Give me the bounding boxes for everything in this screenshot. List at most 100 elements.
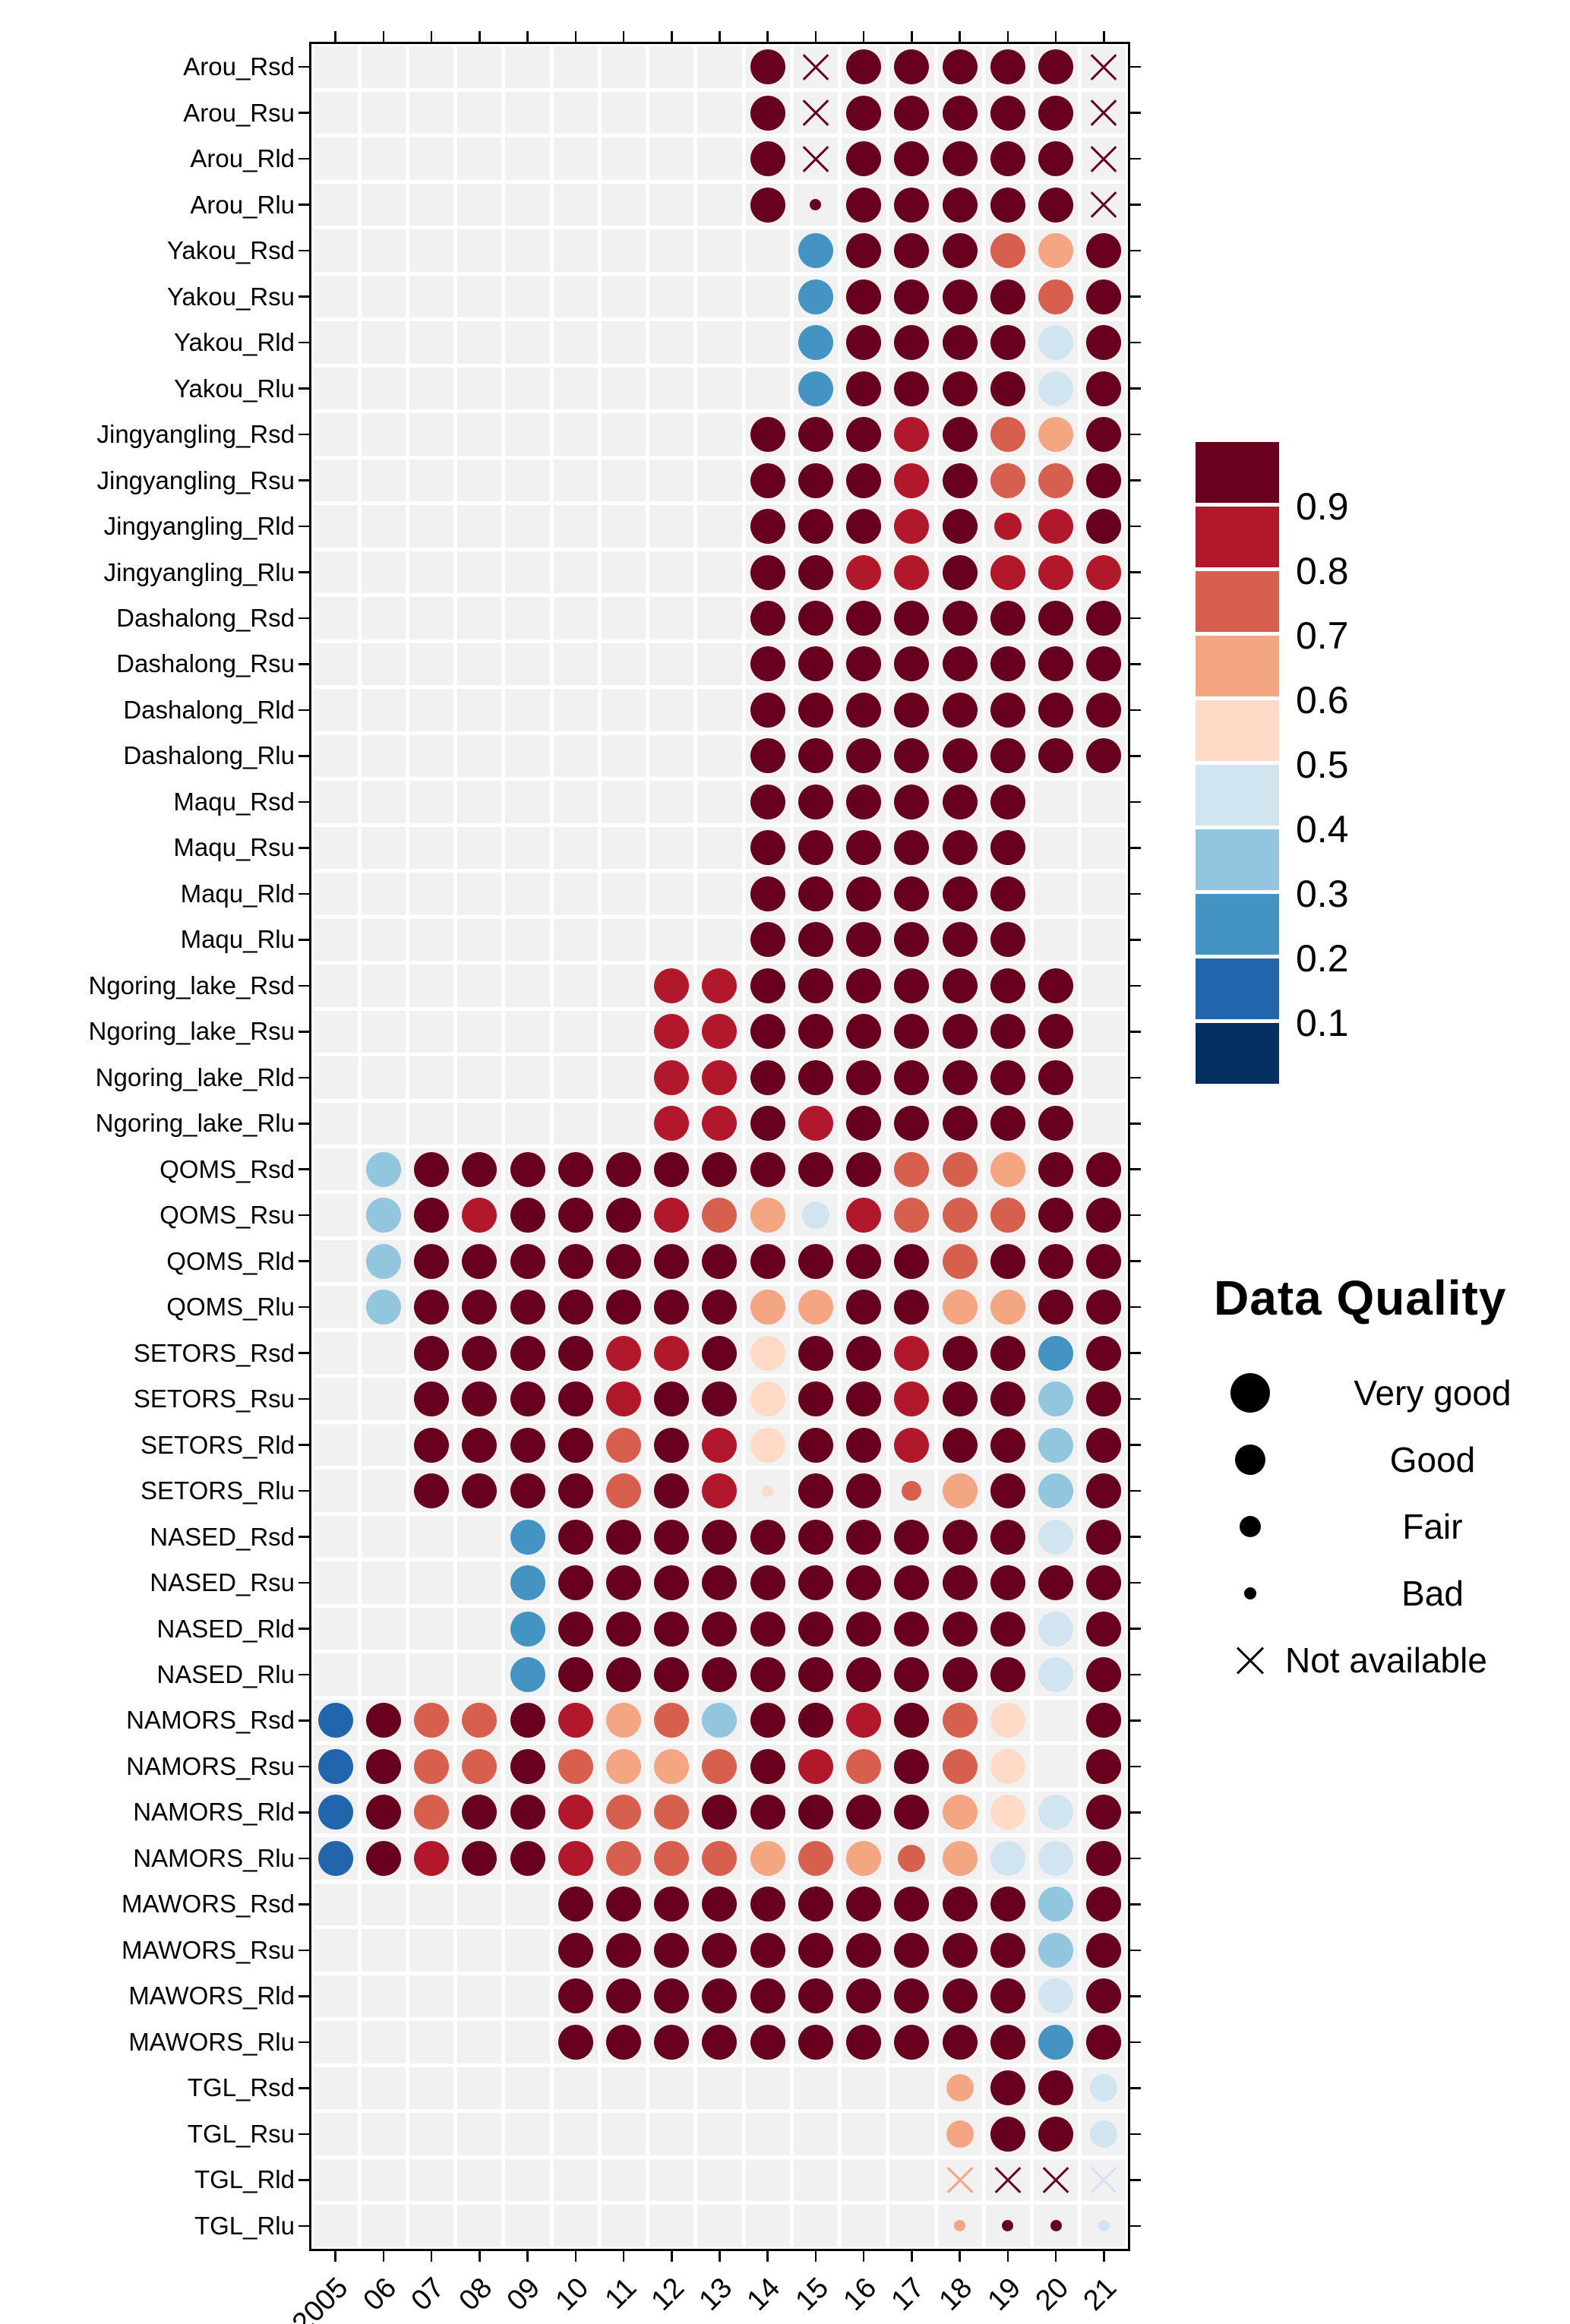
cell-background <box>457 413 502 456</box>
grid-cell <box>1032 1284 1080 1330</box>
grid-cell <box>696 136 744 182</box>
grid-cell <box>648 595 696 641</box>
cell-background <box>1082 1102 1126 1145</box>
cell-background <box>745 321 790 364</box>
y-axis-tick-left <box>299 939 309 941</box>
cell-background <box>313 1010 358 1053</box>
data-dot <box>798 1014 833 1050</box>
colorbar-swatch <box>1196 765 1279 826</box>
data-dot <box>894 371 930 406</box>
data-dot <box>365 1840 401 1876</box>
grid-cell <box>407 1100 455 1146</box>
grid-cell <box>744 1881 791 1927</box>
grid-cell <box>744 1560 791 1606</box>
grid-cell <box>648 733 696 778</box>
y-axis-tick-right <box>1130 1581 1141 1584</box>
cell-background <box>361 413 406 456</box>
data-dot <box>894 2024 930 2060</box>
grid-cell <box>1080 963 1128 1009</box>
data-dot <box>990 1795 1025 1830</box>
grid-cell <box>936 963 984 1009</box>
grid-cell <box>1080 1009 1128 1054</box>
grid-cell <box>936 549 984 595</box>
grid-cell <box>696 1973 744 2019</box>
grid-cell <box>744 228 791 273</box>
grid-cell <box>311 44 359 90</box>
data-dot <box>894 233 930 269</box>
cell-background <box>313 275 358 318</box>
grid-cell <box>696 1881 744 1927</box>
grid-cell <box>696 2157 744 2202</box>
grid-cell <box>984 1055 1031 1100</box>
grid-cell <box>696 595 744 641</box>
grid-cell <box>407 2203 455 2249</box>
cell-background <box>313 2205 358 2247</box>
data-dot <box>702 1106 738 1141</box>
grid-cell <box>1032 1789 1080 1835</box>
grid-cell <box>1080 1284 1128 1330</box>
y-axis-tick-left <box>299 387 309 390</box>
grid-cell <box>311 1744 359 1789</box>
grid-cell <box>936 2157 984 2202</box>
data-dot <box>798 830 833 866</box>
cell-background <box>505 965 550 1007</box>
grid-cell <box>311 1560 359 1606</box>
y-axis-tick-right <box>1130 2041 1141 2044</box>
cell-background <box>313 918 358 961</box>
grid-cell <box>311 1192 359 1238</box>
data-dot <box>894 600 930 636</box>
grid-cell <box>359 871 407 917</box>
cell-background <box>601 321 646 364</box>
grid-cell <box>359 917 407 962</box>
grid-cell <box>504 1100 551 1146</box>
data-dot <box>654 1106 690 1141</box>
row-label: Arou_Rsd <box>183 52 295 81</box>
cell-background <box>457 2113 502 2155</box>
data-dot <box>798 1243 833 1279</box>
grid-cell <box>744 595 791 641</box>
cell-background <box>313 826 358 870</box>
grid-cell <box>599 1147 647 1192</box>
data-dot <box>1038 1519 1074 1555</box>
grid-cell <box>599 1744 647 1789</box>
not-available-icon <box>1234 1644 1266 1676</box>
grid-cell <box>407 1606 455 1651</box>
grid-cell <box>936 320 984 365</box>
data-dot <box>654 1381 690 1417</box>
grid-cell <box>984 549 1031 595</box>
cell-background <box>793 2067 839 2110</box>
cell-background <box>313 459 358 502</box>
row-label: MAWORS_Rsu <box>122 1935 295 1964</box>
grid-cell <box>744 182 791 227</box>
grid-cell <box>504 412 551 457</box>
grid-cell <box>1032 1652 1080 1697</box>
data-dot <box>750 968 785 1003</box>
grid-cell <box>791 963 839 1009</box>
y-axis-tick-right <box>1130 1536 1141 1538</box>
data-dot <box>846 830 882 866</box>
cell-background <box>601 459 646 502</box>
data-dot <box>365 1198 401 1233</box>
cell-background <box>313 1929 358 1972</box>
grid-cell <box>840 549 888 595</box>
grid-cell <box>696 963 744 1009</box>
cell-background <box>313 137 358 180</box>
y-axis-tick-right <box>1130 1306 1141 1309</box>
cell-background <box>553 597 598 639</box>
data-dot <box>798 1795 833 1830</box>
grid-cell <box>696 2203 744 2249</box>
grid-cell <box>1032 365 1080 411</box>
cell-background <box>553 551 598 594</box>
grid-cell <box>744 549 791 595</box>
grid-cell <box>311 1422 359 1467</box>
grid-cell <box>456 136 504 182</box>
grid-cell <box>888 595 936 641</box>
x-tick-label: 08 <box>453 2272 499 2317</box>
grid-cell <box>599 1560 647 1606</box>
grid-cell <box>456 1560 504 1606</box>
cell-background <box>601 1010 646 1053</box>
grid-cell <box>1080 365 1128 411</box>
grid-cell <box>1032 1514 1080 1559</box>
cell-background <box>313 551 358 594</box>
cell-background <box>601 2067 646 2110</box>
